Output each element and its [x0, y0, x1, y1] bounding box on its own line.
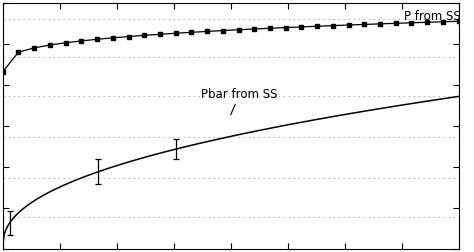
Text: Pbar from SS: Pbar from SS: [201, 88, 278, 115]
Text: P from SS: P from SS: [404, 10, 461, 23]
